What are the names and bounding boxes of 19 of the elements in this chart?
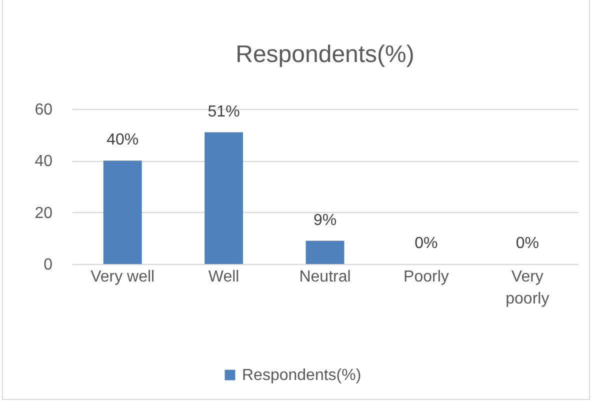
x-tick-label: Very well — [90, 268, 155, 286]
x-tick-label: Very poorly — [506, 268, 550, 308]
chart-title: Respondents(%) — [236, 41, 414, 68]
y-tick-label: 40 — [34, 153, 53, 170]
bar — [306, 240, 344, 264]
bar — [204, 132, 244, 264]
x-tick-label: Poorly — [404, 268, 449, 286]
y-tick-label: 20 — [34, 204, 53, 222]
data-label: 0% — [414, 235, 438, 252]
data-label: 51% — [208, 103, 240, 120]
bar — [103, 160, 142, 264]
data-label: 0% — [516, 235, 539, 252]
y-tick-label: 60 — [34, 102, 53, 118]
legend-label: Respondents(%) — [242, 367, 362, 384]
data-label: 9% — [313, 212, 337, 229]
data-label: 40% — [106, 132, 139, 149]
y-tick-label: 0 — [44, 256, 53, 274]
x-tick-label: Neutral — [299, 268, 351, 286]
x-tick-label: Well — [208, 268, 240, 286]
